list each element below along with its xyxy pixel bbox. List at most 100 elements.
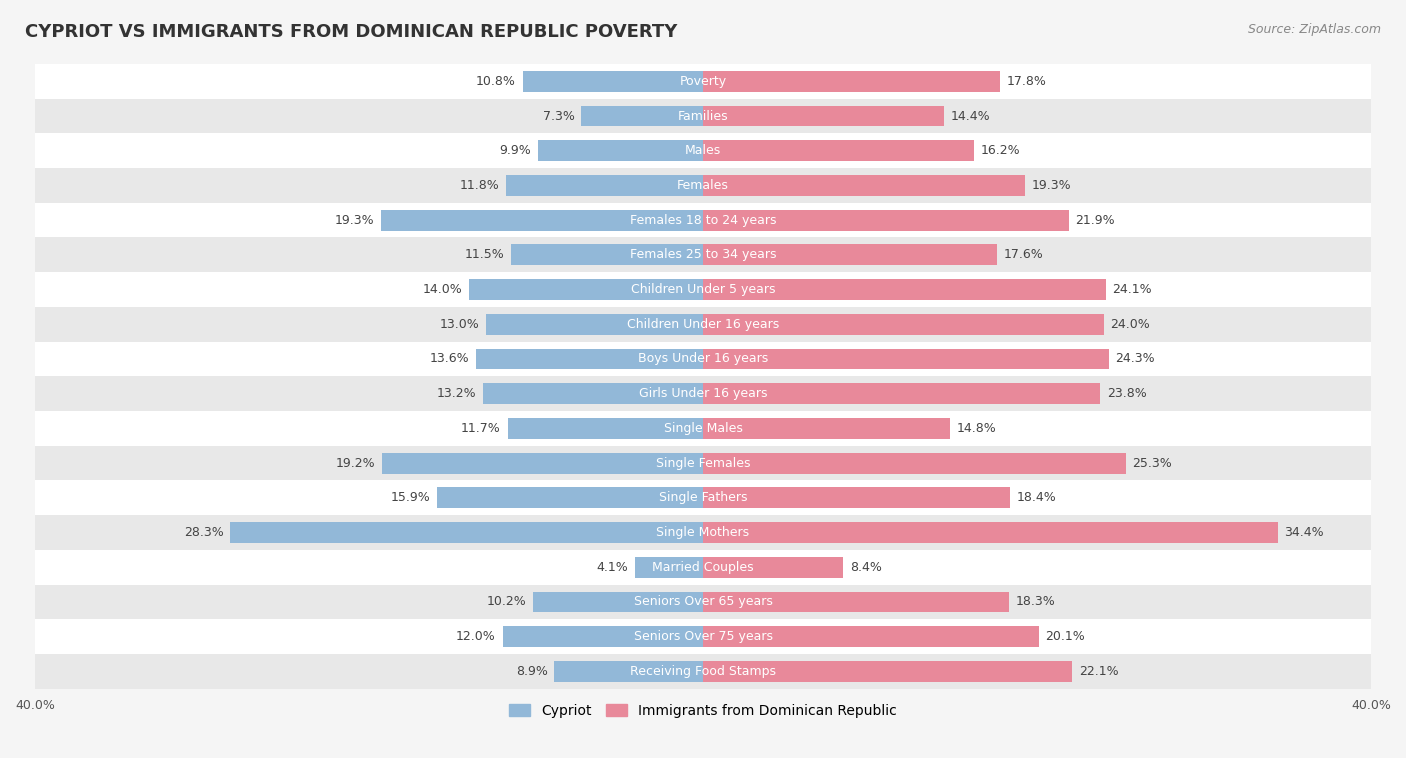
Text: 25.3%: 25.3% (1132, 456, 1173, 470)
Text: Girls Under 16 years: Girls Under 16 years (638, 387, 768, 400)
Text: Families: Families (678, 109, 728, 123)
Text: 21.9%: 21.9% (1076, 214, 1115, 227)
Bar (703, 384, 1101, 404)
Text: 17.6%: 17.6% (1004, 249, 1043, 262)
Text: 11.7%: 11.7% (461, 422, 501, 435)
Text: 10.2%: 10.2% (486, 596, 526, 609)
Bar (634, 557, 703, 578)
Bar (703, 591, 1008, 612)
Text: 19.3%: 19.3% (335, 214, 374, 227)
Bar (537, 140, 703, 161)
Bar (703, 557, 844, 578)
Bar (703, 626, 1039, 647)
Bar (581, 105, 703, 127)
Bar (470, 279, 703, 300)
Bar (502, 626, 703, 647)
Text: 15.9%: 15.9% (391, 491, 430, 504)
Text: CYPRIOT VS IMMIGRANTS FROM DOMINICAN REPUBLIC POVERTY: CYPRIOT VS IMMIGRANTS FROM DOMINICAN REP… (25, 23, 678, 41)
Bar (35, 99, 1371, 133)
Bar (533, 591, 703, 612)
Text: Source: ZipAtlas.com: Source: ZipAtlas.com (1247, 23, 1381, 36)
Text: 11.8%: 11.8% (460, 179, 499, 192)
Bar (35, 272, 1371, 307)
Text: Single Fathers: Single Fathers (659, 491, 747, 504)
Bar (382, 453, 703, 474)
Bar (486, 314, 703, 335)
Text: 14.0%: 14.0% (423, 283, 463, 296)
Bar (35, 550, 1371, 584)
Bar (35, 342, 1371, 376)
Bar (35, 237, 1371, 272)
Bar (703, 279, 1105, 300)
Bar (523, 71, 703, 92)
Bar (35, 481, 1371, 515)
Bar (35, 411, 1371, 446)
Bar (703, 418, 950, 439)
Text: Single Females: Single Females (655, 456, 751, 470)
Text: 8.9%: 8.9% (516, 665, 548, 678)
Bar (506, 175, 703, 196)
Text: 13.2%: 13.2% (436, 387, 475, 400)
Text: 24.3%: 24.3% (1115, 352, 1156, 365)
Text: 8.4%: 8.4% (851, 561, 882, 574)
Text: 7.3%: 7.3% (543, 109, 575, 123)
Text: 24.1%: 24.1% (1112, 283, 1152, 296)
Bar (510, 244, 703, 265)
Text: 23.8%: 23.8% (1107, 387, 1147, 400)
Text: Boys Under 16 years: Boys Under 16 years (638, 352, 768, 365)
Text: Children Under 16 years: Children Under 16 years (627, 318, 779, 330)
Bar (437, 487, 703, 508)
Bar (35, 619, 1371, 654)
Bar (703, 314, 1104, 335)
Text: Single Mothers: Single Mothers (657, 526, 749, 539)
Text: 19.2%: 19.2% (336, 456, 375, 470)
Text: 16.2%: 16.2% (980, 144, 1019, 157)
Bar (703, 210, 1069, 230)
Text: 13.0%: 13.0% (440, 318, 479, 330)
Text: 34.4%: 34.4% (1284, 526, 1324, 539)
Bar (35, 654, 1371, 689)
Bar (231, 522, 703, 543)
Text: 10.8%: 10.8% (477, 75, 516, 88)
Text: 18.4%: 18.4% (1017, 491, 1057, 504)
Text: Seniors Over 75 years: Seniors Over 75 years (634, 630, 772, 643)
Bar (482, 384, 703, 404)
Text: 17.8%: 17.8% (1007, 75, 1047, 88)
Text: Single Males: Single Males (664, 422, 742, 435)
Bar (703, 661, 1073, 681)
Bar (703, 453, 1126, 474)
Text: Receiving Food Stamps: Receiving Food Stamps (630, 665, 776, 678)
Bar (35, 64, 1371, 99)
Bar (703, 71, 1000, 92)
Text: 14.4%: 14.4% (950, 109, 990, 123)
Text: Poverty: Poverty (679, 75, 727, 88)
Bar (703, 349, 1109, 369)
Bar (381, 210, 703, 230)
Text: 14.8%: 14.8% (957, 422, 997, 435)
Text: 12.0%: 12.0% (456, 630, 496, 643)
Bar (475, 349, 703, 369)
Text: 20.1%: 20.1% (1046, 630, 1085, 643)
Text: 24.0%: 24.0% (1111, 318, 1150, 330)
Text: Married Couples: Married Couples (652, 561, 754, 574)
Bar (35, 515, 1371, 550)
Bar (703, 487, 1011, 508)
Bar (703, 175, 1025, 196)
Text: Females 25 to 34 years: Females 25 to 34 years (630, 249, 776, 262)
Bar (35, 203, 1371, 237)
Bar (703, 140, 973, 161)
Text: 11.5%: 11.5% (464, 249, 505, 262)
Legend: Cypriot, Immigrants from Dominican Republic: Cypriot, Immigrants from Dominican Repub… (503, 698, 903, 723)
Text: Children Under 5 years: Children Under 5 years (631, 283, 775, 296)
Text: 4.1%: 4.1% (596, 561, 628, 574)
Text: 22.1%: 22.1% (1078, 665, 1118, 678)
Bar (35, 168, 1371, 203)
Bar (554, 661, 703, 681)
Bar (703, 105, 943, 127)
Bar (508, 418, 703, 439)
Bar (35, 307, 1371, 342)
Bar (35, 376, 1371, 411)
Text: 19.3%: 19.3% (1032, 179, 1071, 192)
Bar (35, 584, 1371, 619)
Text: Females 18 to 24 years: Females 18 to 24 years (630, 214, 776, 227)
